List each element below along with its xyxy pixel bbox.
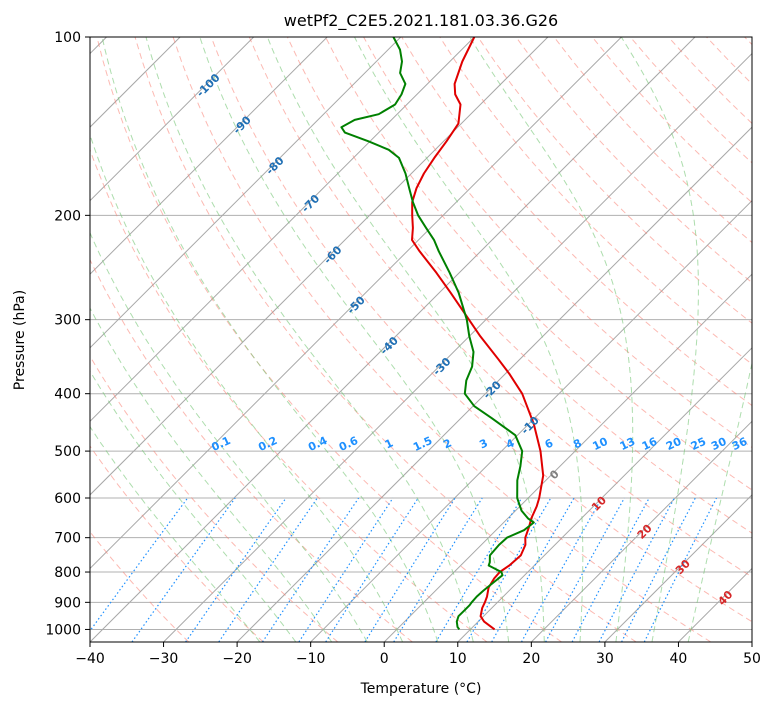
y-tick-label: 400	[54, 387, 81, 403]
x-tick-label: 20	[522, 651, 540, 667]
mixing-ratio-line	[621, 497, 696, 642]
dry-adiabat-line	[90, 258, 413, 642]
moist-adiabat-line	[90, 307, 333, 642]
moist-adiabat-line	[469, 37, 634, 642]
moist-adiabat-line	[687, 360, 752, 642]
dry-adiabat-line	[96, 37, 562, 642]
mixing-ratio-line	[261, 497, 360, 642]
plot-area: 0.1 0.2 0.4 0.6 1 1.5 2 3 4 6 8 10 13 16 20 25 30 36-100-…	[90, 37, 752, 642]
isotherm-line	[90, 37, 549, 496]
dry-adiabat-line	[325, 37, 752, 491]
x-tick-label: 40	[670, 651, 688, 667]
mixing-ratio-label: 13	[618, 435, 637, 453]
mixing-ratio-label: 10	[590, 435, 610, 453]
isotherm-line	[604, 494, 752, 642]
isotherm-line	[90, 37, 622, 570]
temperature-profile-line	[411, 37, 545, 631]
isotherm-line	[90, 37, 402, 349]
dry-adiabat-line	[90, 355, 339, 642]
isotherm-line	[383, 273, 752, 642]
y-axis: 1000 900 800 700 600 500 400 300 200 100	[45, 30, 90, 638]
mixing-ratio-line	[545, 497, 625, 642]
moist-adiabat-line	[620, 37, 699, 642]
mixing-ratio-label: 30	[709, 435, 729, 453]
x-tick-label: −10	[296, 651, 326, 667]
isotherm-line	[457, 347, 752, 642]
moist-adiabat-line	[101, 37, 439, 642]
isotherm-line	[90, 37, 328, 275]
x-tick-label: 0	[380, 651, 389, 667]
y-tick-label: 300	[54, 313, 81, 329]
y-tick-label: 800	[54, 565, 81, 581]
plot-frame	[89, 36, 753, 643]
y-tick-label: 1000	[45, 622, 81, 638]
isotherm-line	[530, 420, 752, 642]
x-tick-label: −40	[75, 651, 105, 667]
y-tick-label: 700	[54, 531, 81, 547]
x-tick-label: 50	[743, 651, 761, 667]
dewpoint-profile-line	[340, 37, 535, 630]
dry-adiabat-line	[210, 37, 752, 623]
profile-series	[340, 37, 545, 631]
y-tick-label: 900	[54, 595, 81, 611]
dry-adiabat-line	[248, 37, 752, 578]
moist-adiabat-line	[90, 370, 297, 642]
isotherm-lines	[90, 37, 752, 642]
mixing-ratio-label: 25	[689, 435, 708, 453]
mixing-ratio-line	[393, 497, 483, 642]
moist-adiabat-lines	[90, 37, 752, 642]
moist-adiabat-line	[90, 231, 368, 642]
y-tick-label: 100	[54, 30, 81, 46]
y-axis-title: Pressure (hPa)	[12, 290, 28, 390]
moist-adiabat-line	[145, 37, 474, 642]
mixing-ratio-line	[364, 497, 456, 642]
mixing-ratio-label: 20	[664, 435, 684, 453]
dry-adiabat-lines	[90, 37, 752, 642]
isotherm-line	[90, 37, 475, 423]
x-tick-label: 10	[449, 651, 467, 667]
chart-title: wetPf2_C2E5.2021.181.03.36.G26	[284, 11, 558, 31]
y-tick-label: 500	[54, 444, 81, 460]
isobar-lines	[90, 37, 752, 630]
isotherm-line	[236, 126, 752, 642]
mixing-ratio-lines	[90, 497, 718, 642]
isotherm-line	[90, 37, 255, 202]
moist-adiabat-line	[90, 425, 261, 642]
moist-adiabat-line	[266, 37, 545, 642]
moist-adiabat-line	[354, 37, 584, 642]
mixing-ratio-line	[90, 497, 189, 632]
x-tick-label: −20	[222, 651, 252, 667]
dry-adiabat-line	[134, 37, 637, 642]
x-axis: −40 −30 −20 −10 0 10 20 30 40 50	[75, 642, 761, 667]
isotherm-line	[90, 37, 696, 642]
dry-adiabat-line	[172, 37, 712, 642]
dry-adiabat-line	[286, 37, 752, 534]
mixing-ratio-line	[571, 497, 650, 642]
y-tick-label: 200	[54, 208, 81, 224]
dry-adiabat-line	[90, 445, 264, 642]
x-tick-label: −30	[149, 651, 179, 667]
mixing-ratio-line	[598, 497, 675, 642]
x-axis-title: Temperature (°C)	[360, 681, 482, 697]
mixing-ratio-label: 36	[730, 435, 750, 453]
y-tick-label: 600	[54, 491, 81, 507]
mixing-ratio-line	[643, 497, 718, 642]
x-tick-label: 30	[596, 651, 614, 667]
mixing-ratio-label: 16	[640, 435, 660, 453]
isotherm-line	[163, 52, 752, 642]
mixing-ratio-line	[435, 497, 523, 642]
mixing-ratio-line	[131, 497, 236, 642]
moist-adiabat-line	[199, 37, 510, 642]
